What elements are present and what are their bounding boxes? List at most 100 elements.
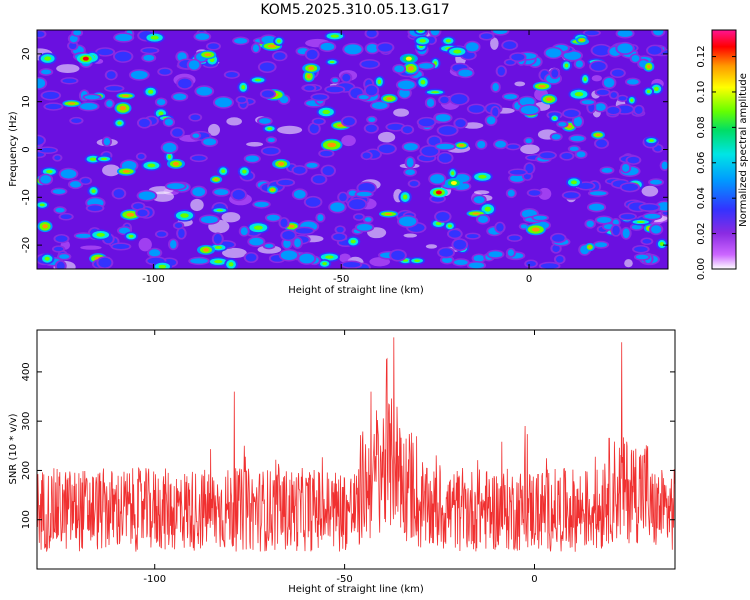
heatmap-cell	[421, 146, 439, 156]
heatmap-cell	[60, 169, 77, 179]
heatmap-cell	[45, 103, 62, 110]
heatmap-cell	[304, 85, 315, 91]
heatmap-cell	[403, 143, 418, 151]
heatmap-cell	[225, 72, 238, 78]
heatmap-cell	[496, 223, 504, 232]
heatmap-cell	[439, 248, 454, 257]
heatmap-cell	[354, 214, 364, 220]
colorbar-label: Normalized spectral amplitude	[738, 73, 749, 227]
heatmap-x-tick-label: -100	[142, 274, 165, 285]
heatmap-cell	[418, 30, 423, 33]
heatmap-cell	[621, 183, 639, 191]
heatmap-cell	[252, 44, 260, 52]
heatmap-cell	[115, 33, 133, 42]
heatmap-cell	[306, 49, 318, 60]
heatmap-cell	[80, 103, 98, 110]
snr-series-line	[37, 337, 675, 552]
heatmap-cell	[477, 140, 486, 149]
heatmap-cell	[159, 68, 171, 75]
heatmap-cell	[435, 221, 442, 226]
heatmap-cell	[591, 75, 602, 82]
heatmap-hotspot	[308, 66, 315, 71]
heatmap-cell	[306, 162, 318, 168]
heatmap-cell	[42, 224, 48, 229]
heatmap-cell	[514, 81, 526, 87]
heatmap-cell	[348, 190, 357, 196]
heatmap-cell	[240, 227, 248, 236]
heatmap-cell	[436, 211, 450, 222]
heatmap-x-label: Height of straight line (km)	[288, 285, 424, 296]
heatmap-hotspot	[203, 247, 210, 252]
heatmap-cell	[533, 215, 548, 220]
heatmap-cell	[589, 191, 607, 196]
snr-x-tick-label: -100	[143, 574, 166, 585]
heatmap-cell	[71, 118, 82, 123]
heatmap-cell	[151, 191, 175, 202]
heatmap-cell	[130, 70, 148, 80]
heatmap-cell	[636, 220, 645, 223]
heatmap-cell	[170, 239, 177, 249]
heatmap-cell	[180, 213, 189, 218]
heatmap-cell	[492, 107, 499, 117]
heatmap-cell	[336, 226, 344, 233]
heatmap-cell	[612, 219, 619, 226]
heatmap-cell	[195, 33, 210, 40]
heatmap-cell	[166, 183, 185, 190]
heatmap-cell	[288, 224, 295, 228]
heatmap-cell	[69, 42, 77, 50]
heatmap-cell	[156, 231, 167, 237]
heatmap-cell	[528, 190, 541, 196]
heatmap-cell	[445, 39, 451, 43]
heatmap-cell	[173, 93, 187, 101]
heatmap-cell	[473, 190, 490, 195]
heatmap-cell	[122, 94, 130, 97]
heatmap-cell	[378, 144, 395, 154]
heatmap-cell	[97, 48, 114, 56]
heatmap-cell	[305, 197, 321, 207]
heatmap-cell	[468, 105, 484, 113]
heatmap-cell	[280, 250, 298, 260]
heatmap-cell	[267, 137, 275, 143]
heatmap-hotspot	[82, 56, 89, 61]
heatmap-cell	[39, 148, 57, 153]
heatmap-cell	[405, 169, 415, 176]
heatmap-cell	[596, 89, 609, 95]
heatmap-cell	[190, 258, 208, 264]
heatmap-cell	[133, 203, 144, 210]
heatmap-cell	[455, 119, 466, 128]
heatmap-cell	[214, 97, 233, 108]
snr-frame	[36, 329, 676, 570]
heatmap-cell	[394, 65, 405, 73]
heatmap-cell	[200, 215, 218, 224]
heatmap-hotspot	[435, 190, 442, 195]
heatmap-hotspot	[172, 161, 179, 166]
heatmap-cells	[37, 30, 668, 269]
heatmap-cell	[192, 187, 206, 197]
heatmap-hotspot	[450, 180, 457, 185]
heatmap-cell	[453, 49, 462, 54]
heatmap-cell	[428, 136, 441, 146]
heatmap-cell	[245, 253, 257, 262]
heatmap-cell	[596, 217, 612, 224]
heatmap-cell	[450, 94, 468, 105]
colorbar-ticks: 0.00 0.02 0.04 0.06 0.08 0.10 0.12	[696, 45, 736, 280]
heatmap-cell	[371, 102, 388, 109]
heatmap-cell	[55, 235, 68, 242]
heatmap-cell	[595, 103, 606, 111]
heatmap-cell	[114, 51, 132, 62]
heatmap-cell	[588, 203, 605, 211]
heatmap-cell	[607, 106, 620, 115]
colorbar-tick-label: 0.00	[696, 258, 707, 280]
heatmap-cell	[377, 79, 382, 85]
heatmap-cell	[579, 38, 584, 42]
heatmap-cell	[622, 163, 630, 172]
heatmap-cell	[40, 175, 52, 184]
heatmap-cell	[273, 52, 286, 60]
heatmap-cell	[350, 239, 356, 244]
heatmap-cell	[525, 138, 532, 144]
heatmap-cell	[617, 43, 633, 54]
heatmap-cell	[56, 261, 65, 269]
heatmap-cell	[207, 43, 220, 50]
heatmap-cell	[164, 118, 174, 126]
heatmap-cell	[402, 126, 413, 134]
